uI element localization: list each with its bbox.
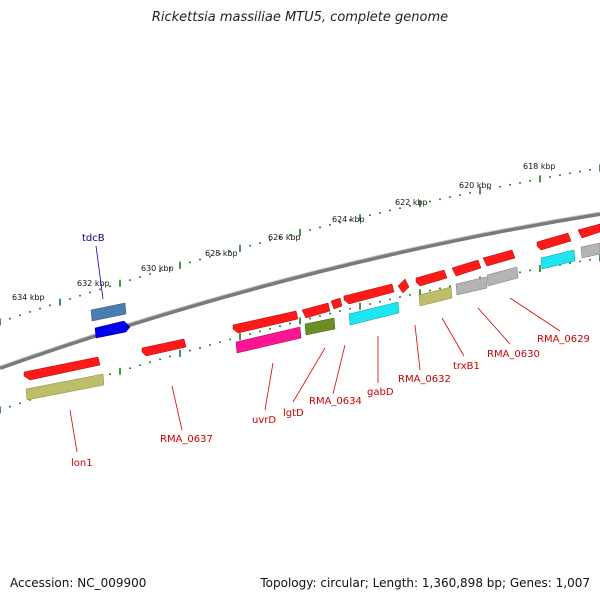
gene-arrow[interactable] bbox=[301, 302, 331, 319]
genome-backbone-highlight bbox=[0, 211, 600, 367]
gene-arrow[interactable] bbox=[451, 259, 482, 277]
gene-arrow[interactable] bbox=[577, 223, 600, 239]
map-title: Rickettsia massiliae MTU5, complete geno… bbox=[151, 10, 449, 25]
leader-uvrD bbox=[264, 362, 274, 411]
gene-label-RMA_0629[interactable]: RMA_0629 bbox=[537, 334, 590, 345]
gene-arrow[interactable] bbox=[343, 283, 395, 305]
gene-label-tdcB[interactable]: tdcB bbox=[82, 233, 105, 244]
gene-block[interactable] bbox=[25, 373, 105, 401]
gene-label-trxB1[interactable]: trxB1 bbox=[453, 361, 480, 372]
gene-block[interactable] bbox=[580, 242, 600, 259]
scale-label-634: 634 kbp bbox=[12, 293, 45, 302]
gene-block[interactable] bbox=[486, 266, 519, 287]
leader-RMA_0632 bbox=[414, 324, 421, 371]
leader-trxB1 bbox=[441, 317, 465, 357]
leader-lon1 bbox=[69, 409, 78, 453]
gene-block[interactable] bbox=[348, 301, 400, 326]
gene-label-RMA_0630[interactable]: RMA_0630 bbox=[487, 349, 540, 360]
gene-arrow[interactable] bbox=[141, 338, 187, 357]
scale-labels: 618 kbp 620 kbp 622 kbp 624 kbp 626 kbp … bbox=[12, 162, 556, 302]
scale-label-618: 618 kbp bbox=[523, 162, 556, 171]
leader-RMA_0634 bbox=[332, 344, 346, 395]
gene-arrow[interactable] bbox=[94, 320, 131, 339]
gene-arrow[interactable] bbox=[415, 269, 448, 287]
gene-block[interactable] bbox=[235, 326, 302, 354]
topology-summary: Topology: circular; Length: 1,360,898 bp… bbox=[260, 576, 590, 590]
accession-text: Accession: NC_009900 bbox=[10, 576, 147, 590]
gene-label-uvrD[interactable]: uvrD bbox=[252, 415, 276, 426]
scale-label-626: 626 kbp bbox=[268, 233, 301, 242]
leader-tdcB bbox=[95, 245, 104, 300]
gene-label-lon1[interactable]: lon1 bbox=[71, 458, 93, 469]
gene-label-RMA_0632[interactable]: RMA_0632 bbox=[398, 374, 451, 385]
scale-label-628: 628 kbp bbox=[205, 249, 238, 258]
gene-label-lgtD[interactable]: lgtD bbox=[283, 408, 304, 419]
gene-block[interactable] bbox=[418, 286, 453, 307]
gene-arrow[interactable] bbox=[397, 278, 410, 294]
gene-block[interactable] bbox=[540, 249, 576, 270]
gene-label-gabD[interactable]: gabD bbox=[367, 387, 394, 398]
gene-arrow[interactable] bbox=[232, 310, 299, 334]
gene-label-RMA_0634[interactable]: RMA_0634 bbox=[309, 396, 362, 407]
outer-scale-ticks bbox=[0, 164, 600, 326]
leader-RMA_0629 bbox=[509, 297, 561, 332]
scale-label-624: 624 kbp bbox=[332, 215, 365, 224]
gene-labels: tdcB lon1 RMA_0637 uvrD lgtD RMA_0634 ga… bbox=[71, 233, 590, 469]
leader-RMA_0630 bbox=[477, 307, 511, 345]
genome-backbone bbox=[0, 212, 600, 370]
scale-label-630: 630 kbp bbox=[141, 264, 174, 273]
gene-arrow[interactable] bbox=[536, 232, 572, 251]
gene-arrow[interactable] bbox=[330, 297, 343, 310]
scale-label-620: 620 kbp bbox=[459, 181, 492, 190]
gene-arrow[interactable] bbox=[23, 356, 101, 381]
leader-lgtD bbox=[292, 347, 326, 403]
scale-label-622: 622 kbp bbox=[395, 198, 428, 207]
gene-block[interactable] bbox=[90, 302, 127, 322]
gene-block[interactable] bbox=[455, 276, 488, 296]
gene-arrow[interactable] bbox=[482, 249, 516, 267]
scale-label-632: 632 kbp bbox=[77, 279, 110, 288]
label-leaders bbox=[69, 245, 561, 453]
leader-RMA_0637 bbox=[171, 385, 183, 431]
gene-label-RMA_0637[interactable]: RMA_0637 bbox=[160, 434, 213, 445]
gene-features bbox=[23, 223, 600, 401]
gene-block[interactable] bbox=[304, 317, 336, 336]
